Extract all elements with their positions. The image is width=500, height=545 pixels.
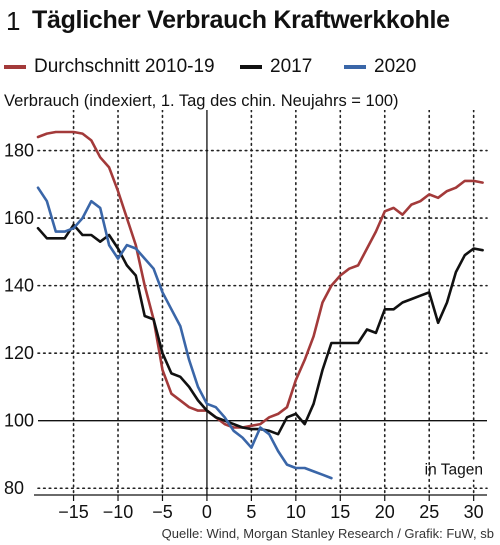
y-tick-label-140: 140 <box>4 276 34 296</box>
y-tick-label-80: 80 <box>4 478 24 498</box>
x-tick-label--10: −10 <box>103 502 134 520</box>
chart-plot: −15 −10 −5 0 5 10 15 20 25 30 80 100 120 140 160 180 in … <box>4 110 488 520</box>
source-credit: Quelle: Wind, Morgan Stanley Research / … <box>161 526 494 541</box>
chart-title: Täglicher Verbrauch Kraftwerkkohle <box>32 6 450 34</box>
series-line-0 <box>36 130 484 429</box>
legend-item-2020: 2020 <box>344 54 416 80</box>
x-tick-label-25: 25 <box>419 502 439 520</box>
x-tick-label-5: 5 <box>246 502 256 520</box>
figure-number: 1 <box>6 6 21 36</box>
legend-swatch-durchschnitt <box>4 65 26 69</box>
title-row: 1 Täglicher Verbrauch Kraftwerkkohle <box>0 6 500 40</box>
legend-item-2017: 2017 <box>240 54 312 80</box>
series-line-1 <box>36 223 484 436</box>
x-tick-label-30: 30 <box>464 502 484 520</box>
x-tick-label-15: 15 <box>330 502 350 520</box>
legend-swatch-2020 <box>344 65 366 69</box>
x-axis-label-bg <box>431 459 485 480</box>
x-tick-label-0: 0 <box>202 502 212 520</box>
y-tick-label-120: 120 <box>4 343 34 363</box>
legend-item-durchschnitt: Durchschnitt 2010-19 <box>4 54 215 80</box>
x-axis-label: in Tagen <box>425 462 483 479</box>
legend-label-2020: 2020 <box>374 56 417 77</box>
y-tick-label-100: 100 <box>4 411 34 431</box>
y-axis-label: Verbrauch (indexiert, 1. Tag des chin. N… <box>4 92 399 110</box>
legend-label-2017: 2017 <box>270 56 313 77</box>
y-tick-label-160: 160 <box>4 208 34 228</box>
legend-swatch-2017 <box>240 65 262 69</box>
x-tick-label--5: −5 <box>152 502 173 520</box>
series-line-2 <box>36 186 333 480</box>
legend: Durchschnitt 2010-19 2017 2020 <box>0 54 500 80</box>
x-tick-label-20: 20 <box>375 502 395 520</box>
legend-label-durchschnitt: Durchschnitt 2010-19 <box>34 56 215 77</box>
x-tick-label--15: −15 <box>58 502 89 520</box>
x-tick-label-10: 10 <box>286 502 306 520</box>
y-tick-label-180: 180 <box>4 141 34 161</box>
